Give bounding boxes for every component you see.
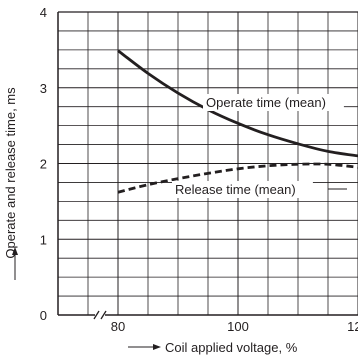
- operate-time-label: Operate time (mean): [206, 95, 326, 110]
- operate-time-line: [117, 49, 358, 158]
- y-axis-arrow-head: [12, 247, 18, 255]
- release-time-line: [117, 162, 358, 194]
- release-time-label-background: [172, 181, 313, 198]
- series-layer: [117, 49, 358, 194]
- x-axis-break-gap: [95, 310, 105, 320]
- y-tick-label: 3: [40, 81, 47, 96]
- x-axis-break-mark: [93, 310, 100, 320]
- y-axis-label: Operate and release time, ms: [3, 87, 18, 259]
- x-tick-label: 100: [227, 319, 249, 334]
- x-axis-label: Coil applied voltage, %: [165, 340, 298, 355]
- y-tick-label: 4: [40, 5, 47, 20]
- release-time-label: Release time (mean): [175, 182, 296, 197]
- y-tick-label: 2: [40, 157, 47, 172]
- x-tick-label: 80: [111, 319, 125, 334]
- labels-layer: 0 1 2 3 4 80 100 120 Operate time (mean) Release …: [12, 5, 358, 350]
- grid: [58, 12, 358, 315]
- x-tick-label: 120: [347, 319, 358, 334]
- plot-frame: [57, 11, 358, 320]
- y-tick-label: 0: [40, 308, 47, 323]
- y-tick-label: 1: [40, 232, 47, 247]
- x-axis-arrow-head: [153, 344, 161, 350]
- axis-titles: Coil applied voltage, % Operate and rele…: [3, 87, 298, 355]
- x-axis-break-mark: [100, 310, 107, 320]
- operate-time-label-background: [203, 94, 344, 111]
